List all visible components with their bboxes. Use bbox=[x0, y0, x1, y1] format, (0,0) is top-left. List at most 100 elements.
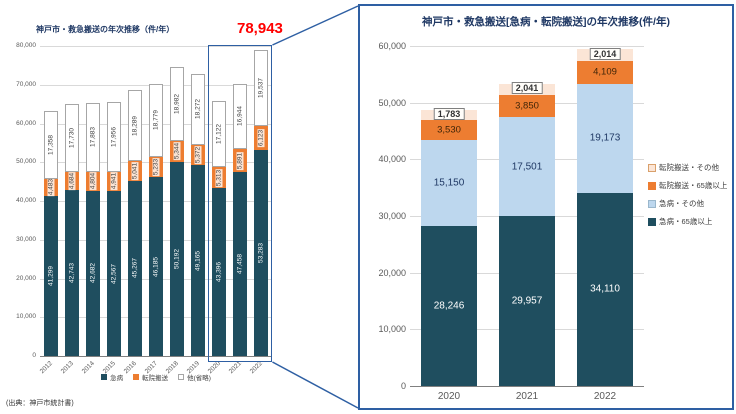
bar-segment-2 bbox=[85, 102, 100, 172]
bar-value-label: 4,684 bbox=[68, 172, 76, 191]
left-plot-area: 0 10,000 20,000 30,000 40,000 50,000 60,000 70,… bbox=[0, 0, 300, 414]
bar-segment-0 bbox=[254, 149, 269, 356]
source-note: (出典：神戸市統計書) bbox=[6, 400, 74, 407]
legend-label: 急病・65歳以上 bbox=[659, 217, 713, 226]
x-axis-tick-label: 2021 bbox=[515, 391, 539, 402]
bar-segment-0 bbox=[85, 190, 100, 356]
bar-segment-0 bbox=[212, 187, 227, 356]
y-axis-tick-label: 40,000 bbox=[378, 154, 406, 165]
bar-value-label: 17,730 bbox=[68, 127, 76, 148]
bar-value-label: 5,233 bbox=[152, 157, 160, 177]
bar-segment-2 bbox=[106, 102, 121, 172]
bar-value-label: 49,165 bbox=[194, 250, 202, 271]
legend-swatch bbox=[648, 217, 656, 226]
bar-segment-0 bbox=[43, 195, 58, 356]
bar-value-label: 50,192 bbox=[173, 248, 181, 269]
bar-segment-1 bbox=[577, 84, 633, 193]
legend-item: 急病・その他 bbox=[648, 198, 727, 209]
bar-value-label: 15,150 bbox=[433, 177, 465, 189]
bar-value-label: 18,779 bbox=[152, 110, 160, 131]
bar-segment-2 bbox=[254, 50, 269, 126]
bar-segment-2 bbox=[577, 60, 633, 85]
bar-value-label-boxed: 2,014 bbox=[589, 48, 621, 61]
bar-value-label: 3,850 bbox=[515, 100, 539, 112]
bar-segment-2 bbox=[170, 67, 185, 141]
bar-value-label: 3,530 bbox=[437, 124, 461, 136]
bar-segment-0 bbox=[170, 161, 185, 356]
legend-swatch bbox=[648, 181, 656, 190]
legend-item: 他(省略) bbox=[178, 372, 211, 382]
bar-value-label: 17,883 bbox=[89, 127, 97, 148]
grid-line bbox=[40, 46, 272, 47]
bar-value-label-boxed: 2,041 bbox=[511, 82, 543, 95]
bar-value-label: 34,110 bbox=[590, 283, 620, 295]
bar-value-label: 4,483 bbox=[47, 178, 55, 197]
y-axis-tick-label: 30,000 bbox=[378, 211, 406, 221]
bar-segment-1 bbox=[499, 117, 555, 217]
bar-value-label: 42,743 bbox=[68, 263, 76, 284]
legend-item: 急病・65歳以上 bbox=[648, 216, 727, 227]
x-axis-tick-label: 2020 bbox=[437, 391, 461, 402]
y-axis-tick-label: 40,000 bbox=[16, 197, 36, 204]
bar-value-label: 17,501 bbox=[511, 161, 543, 173]
right-chart-title: 神戸市・救急搬送[急病・転院搬送]の年次推移(件/年) bbox=[422, 16, 670, 28]
legend-swatch bbox=[648, 199, 656, 208]
y-axis-tick-label: 60,000 bbox=[378, 41, 406, 51]
x-axis-line bbox=[40, 356, 272, 357]
legend-swatch bbox=[101, 374, 108, 380]
legend-label: 他(省略) bbox=[187, 375, 211, 382]
bar-segment-0 bbox=[64, 190, 79, 356]
zoom-callout-box bbox=[208, 45, 273, 362]
bar-value-label: 5,372 bbox=[194, 145, 202, 165]
grid-line bbox=[410, 46, 644, 47]
y-axis-tick-label: 20,000 bbox=[16, 274, 36, 282]
bar-segment-0 bbox=[421, 225, 477, 386]
legend-item: 転院搬送 bbox=[133, 372, 168, 382]
legend-swatch bbox=[648, 163, 656, 172]
bar-segment-2 bbox=[421, 120, 477, 141]
y-axis-tick-label: 50,000 bbox=[16, 158, 36, 166]
bar-value-label: 19,173 bbox=[589, 132, 621, 144]
bar-value-label: 18,982 bbox=[173, 94, 181, 114]
y-axis-tick-label: 80,000 bbox=[16, 42, 36, 49]
y-axis-tick-label: 0 bbox=[400, 381, 406, 391]
right-plot-area: 0 10,000 20,000 30,000 40,000 50,000 60,000 28,… bbox=[360, 6, 732, 408]
bar-segment-0 bbox=[127, 180, 142, 356]
bar-value-label: 41,299 bbox=[47, 266, 55, 286]
left-chart-title: 神戸市・救急搬送の年次推移（件/年） bbox=[36, 25, 175, 34]
legend-item: 転院搬送・その他 bbox=[648, 162, 727, 173]
bar-value-label: 5,344 bbox=[173, 142, 181, 161]
y-axis-tick-label: 10,000 bbox=[378, 324, 406, 335]
bar-segment-2 bbox=[212, 100, 227, 168]
bar-segment-0 bbox=[577, 192, 633, 386]
bar-segment-2 bbox=[191, 73, 206, 145]
bar-segment-2 bbox=[233, 83, 248, 150]
bar-segment-2 bbox=[149, 83, 163, 157]
left-chart-legend: 急病 転院搬送 他(省略) bbox=[40, 372, 272, 382]
left-chart: 神戸市・救急搬送の年次推移（件/年） 78,943 0 10,000 20,000 3… bbox=[0, 0, 300, 414]
bar-segment-2 bbox=[127, 90, 142, 162]
y-axis-tick-label: 30,000 bbox=[16, 235, 36, 243]
legend-label: 急病 bbox=[110, 375, 124, 382]
bar-segment-0 bbox=[499, 216, 555, 386]
y-axis-tick-label: 50,000 bbox=[378, 97, 406, 108]
x-axis-line bbox=[410, 386, 644, 387]
bar-value-label: 17,956 bbox=[110, 127, 118, 148]
bar-value-label: 18,272 bbox=[194, 99, 202, 120]
bar-value-label: 4,941 bbox=[110, 172, 118, 191]
legend-item: 急病 bbox=[101, 372, 123, 382]
bar-segment-2 bbox=[64, 103, 79, 173]
bar-segment-0 bbox=[149, 177, 163, 356]
legend-swatch bbox=[133, 374, 140, 380]
bar-value-label-boxed: 1,783 bbox=[433, 108, 465, 121]
bar-value-label: 29,957 bbox=[511, 295, 543, 307]
bar-value-label: 4,109 bbox=[593, 66, 617, 78]
x-axis-tick-label: 2022 bbox=[593, 391, 617, 402]
legend-label: 転院搬送・65歳以上 bbox=[659, 181, 728, 190]
right-chart-panel: 神戸市・救急搬送[急病・転院搬送]の年次推移(件/年) 0 10,000 20,00… bbox=[358, 4, 734, 410]
bar-value-label: 42,567 bbox=[110, 263, 118, 284]
bar-segment-1 bbox=[421, 140, 477, 226]
legend-label: 転院搬送 bbox=[142, 375, 169, 382]
bar-value-label: 5,041 bbox=[131, 161, 139, 180]
bar-value-label: 4,804 bbox=[89, 172, 97, 191]
